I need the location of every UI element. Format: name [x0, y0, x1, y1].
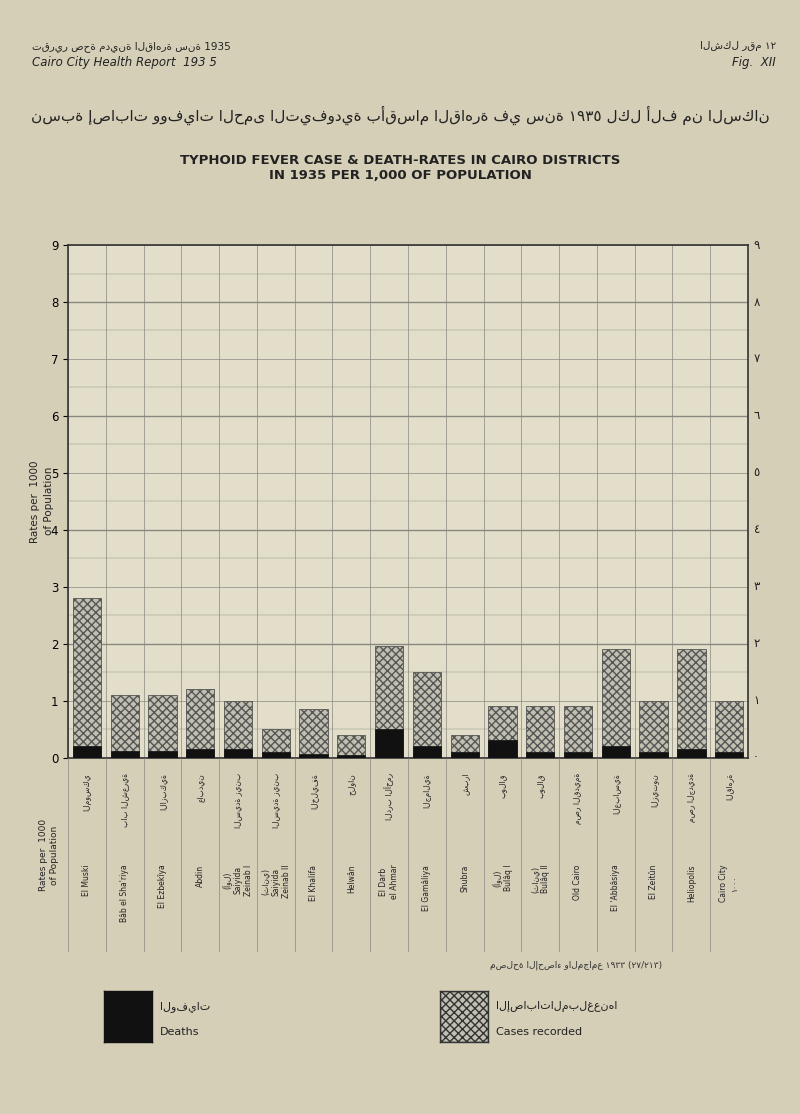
Text: باب الشعرية: باب الشعرية: [120, 773, 129, 828]
Text: Deaths: Deaths: [160, 1027, 199, 1036]
Text: شبرا: شبرا: [460, 773, 469, 795]
Bar: [337, 735, 366, 758]
Text: El Darb
el Ahmar: El Darb el Ahmar: [379, 864, 399, 899]
Text: El 'Abbâsiya: El 'Abbâsiya: [611, 864, 620, 911]
Bar: [715, 701, 743, 758]
Bar: [262, 752, 290, 758]
Text: ٤: ٤: [754, 524, 760, 536]
Bar: [677, 749, 706, 758]
Text: ٨: ٨: [754, 295, 760, 309]
Text: بولاق: بولاق: [498, 773, 507, 798]
Text: حلوان: حلوان: [347, 773, 356, 795]
Text: الجمالية: الجمالية: [422, 773, 431, 808]
Bar: [488, 706, 517, 758]
Bar: [602, 649, 630, 758]
Text: ٩: ٩: [754, 238, 760, 252]
Bar: [526, 752, 554, 758]
Bar: [450, 735, 479, 758]
Text: الإصاباتالمبلغعنها: الإصاباتالمبلغعنها: [496, 1001, 618, 1012]
Text: Old Cairo: Old Cairo: [574, 864, 582, 900]
Bar: [639, 752, 668, 758]
Text: الزيتون: الزيتون: [649, 773, 658, 807]
Bar: [73, 746, 101, 758]
Text: Heliopolis: Heliopolis: [687, 864, 696, 902]
Text: TYPHOID FEVER CASE & DEATH-RATES IN CAIRO DISTRICTS: TYPHOID FEVER CASE & DEATH-RATES IN CAIR…: [180, 154, 620, 167]
Text: الخليفة: الخليفة: [309, 773, 318, 809]
Text: ٥: ٥: [754, 467, 760, 479]
Bar: [224, 701, 252, 758]
Bar: [413, 672, 441, 758]
Text: El Ezbekîya: El Ezbekîya: [158, 864, 167, 909]
FancyBboxPatch shape: [440, 991, 488, 1042]
Text: ٦: ٦: [754, 409, 760, 422]
Text: El Zeitûn: El Zeitûn: [649, 864, 658, 899]
Text: السيدة زينب: السيدة زينب: [234, 773, 242, 829]
Text: عابدين: عابدين: [196, 773, 205, 802]
Text: (ثاني)
Saiyida
Zeinab II: (ثاني) Saiyida Zeinab II: [261, 864, 290, 898]
Bar: [299, 710, 328, 758]
Text: ١: ١: [754, 694, 760, 707]
Bar: [639, 701, 668, 758]
Bar: [564, 706, 592, 758]
Text: Fig.  XII: Fig. XII: [732, 56, 776, 69]
Text: الموسكي: الموسكي: [82, 773, 91, 811]
Bar: [299, 754, 328, 758]
Text: Cases recorded: Cases recorded: [496, 1027, 582, 1036]
Bar: [450, 752, 479, 758]
Bar: [715, 752, 743, 758]
Text: (ثاني)
Bulâq II: (ثاني) Bulâq II: [530, 864, 550, 893]
Text: IN 1935 PER 1,000 OF POPULATION: IN 1935 PER 1,000 OF POPULATION: [269, 169, 531, 183]
Text: Cairo City Health Report  193 5: Cairo City Health Report 193 5: [32, 56, 217, 69]
Text: (أول)
Bulâq I: (أول) Bulâq I: [492, 864, 513, 891]
Text: Cairo City
١٠٠٠: Cairo City ١٠٠٠: [719, 864, 739, 902]
Text: نسبة إصابات ووفيات الحمى التيفودية بأقسام القاهرة في سنة ١٩٣٥ لكل ألف من السكان: نسبة إصابات ووفيات الحمى التيفودية بأقسا…: [30, 106, 770, 125]
Text: Bâb el Sha'riya: Bâb el Sha'riya: [120, 864, 129, 922]
Bar: [602, 746, 630, 758]
Text: Rates per  1000
of Population: Rates per 1000 of Population: [30, 460, 54, 543]
Bar: [564, 752, 592, 758]
Text: El Muski: El Muski: [82, 864, 91, 897]
Bar: [262, 729, 290, 758]
Bar: [224, 749, 252, 758]
Bar: [110, 751, 139, 758]
Text: بولاق: بولاق: [536, 773, 545, 798]
Bar: [186, 749, 214, 758]
Text: الشكل رقم ١٢: الشكل رقم ١٢: [700, 41, 776, 51]
Bar: [186, 690, 214, 758]
Text: ٧: ٧: [754, 352, 760, 365]
Bar: [413, 746, 441, 758]
Text: El Gamâliya: El Gamâliya: [422, 864, 431, 910]
Text: Shubra: Shubra: [460, 864, 469, 892]
Text: الدرب الأحمر: الدرب الأحمر: [384, 773, 394, 820]
Bar: [337, 754, 366, 758]
Text: ٢: ٢: [754, 637, 760, 651]
Bar: [110, 695, 139, 758]
Text: Rates per  1000
of Population: Rates per 1000 of Population: [39, 819, 59, 891]
Bar: [526, 706, 554, 758]
Text: مصلحة الإحصاء والمجامع ۱۹۳۳ (۲۷/۲۱۳): مصلحة الإحصاء والمجامع ۱۹۳۳ (۲۷/۲۱۳): [490, 960, 662, 969]
Text: القاهرة: القاهرة: [725, 773, 734, 800]
Text: الازبكية: الازبكية: [158, 773, 167, 810]
Text: ٣: ٣: [754, 580, 760, 594]
Bar: [375, 646, 403, 758]
Bar: [148, 695, 177, 758]
Text: مصر القديمة: مصر القديمة: [574, 773, 582, 824]
Text: السيدة زينب: السيدة زينب: [271, 773, 280, 829]
Bar: [677, 649, 706, 758]
Text: مصر الجديدة: مصر الجديدة: [687, 773, 696, 822]
Text: تقرير صحة مدينة القاهرة سنة 1935: تقرير صحة مدينة القاهرة سنة 1935: [32, 41, 230, 52]
Text: Helwân: Helwân: [347, 864, 356, 893]
Text: Abdin: Abdin: [196, 864, 205, 887]
Text: (أول)
Saiyida
Zeinab I: (أول) Saiyida Zeinab I: [222, 864, 254, 896]
Text: ·: ·: [754, 751, 758, 764]
Text: الوفيات: الوفيات: [160, 1001, 210, 1012]
Bar: [148, 751, 177, 758]
Text: العباسية: العباسية: [611, 773, 620, 814]
Bar: [375, 729, 403, 758]
Bar: [488, 741, 517, 758]
Text: El Khalifa: El Khalifa: [309, 864, 318, 901]
Bar: [73, 598, 101, 758]
